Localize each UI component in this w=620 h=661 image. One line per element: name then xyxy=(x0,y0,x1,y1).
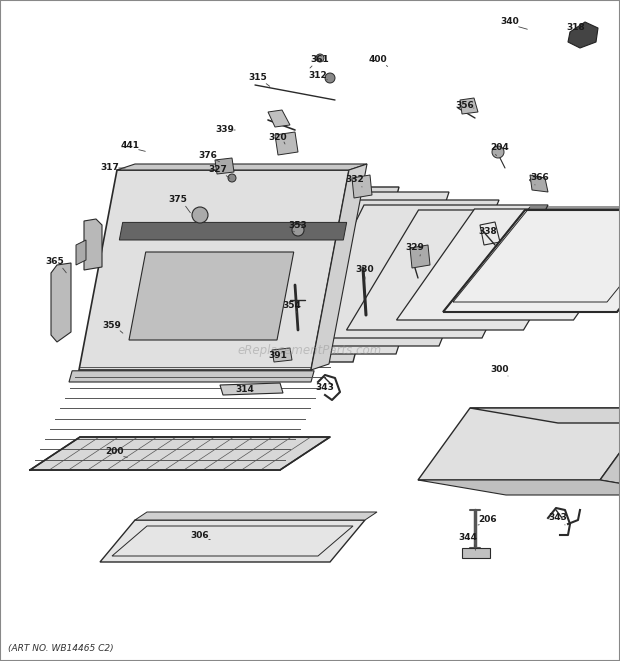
Text: 320: 320 xyxy=(268,134,287,143)
Text: 343: 343 xyxy=(316,383,334,393)
Polygon shape xyxy=(247,200,499,346)
Polygon shape xyxy=(268,110,290,127)
Text: 338: 338 xyxy=(479,227,497,237)
Text: 376: 376 xyxy=(198,151,218,159)
Polygon shape xyxy=(418,408,620,480)
Text: (ART NO. WB14465 C2): (ART NO. WB14465 C2) xyxy=(8,644,113,654)
Text: 340: 340 xyxy=(500,17,520,26)
Polygon shape xyxy=(272,348,292,362)
Polygon shape xyxy=(117,164,367,170)
Text: 361: 361 xyxy=(311,56,329,65)
Text: 318: 318 xyxy=(567,24,585,32)
Text: 317: 317 xyxy=(100,163,120,173)
Text: 332: 332 xyxy=(345,176,365,184)
Text: 314: 314 xyxy=(236,385,254,395)
Text: 344: 344 xyxy=(459,533,477,543)
Circle shape xyxy=(192,207,208,223)
Polygon shape xyxy=(215,158,234,174)
Polygon shape xyxy=(100,520,365,562)
Text: 204: 204 xyxy=(490,143,510,153)
Text: 353: 353 xyxy=(289,221,308,229)
Polygon shape xyxy=(410,245,430,268)
Polygon shape xyxy=(129,252,294,340)
Text: 391: 391 xyxy=(268,350,288,360)
Text: 400: 400 xyxy=(369,56,388,65)
Polygon shape xyxy=(194,192,449,354)
Text: 327: 327 xyxy=(208,165,228,175)
Polygon shape xyxy=(69,371,314,382)
Polygon shape xyxy=(418,480,620,495)
Polygon shape xyxy=(119,222,347,240)
Circle shape xyxy=(292,224,304,236)
Polygon shape xyxy=(600,408,620,495)
Circle shape xyxy=(228,174,236,182)
Polygon shape xyxy=(275,132,298,155)
Circle shape xyxy=(325,73,335,83)
Text: 359: 359 xyxy=(102,321,122,329)
Polygon shape xyxy=(462,548,490,558)
Polygon shape xyxy=(84,219,102,270)
Text: 365: 365 xyxy=(46,258,64,266)
Polygon shape xyxy=(460,98,478,114)
Polygon shape xyxy=(76,240,86,265)
Text: 354: 354 xyxy=(283,301,301,309)
Text: 441: 441 xyxy=(120,141,140,149)
Polygon shape xyxy=(347,210,595,330)
Text: 339: 339 xyxy=(216,126,234,134)
Circle shape xyxy=(492,146,504,158)
Polygon shape xyxy=(530,175,548,192)
Text: eReplacementParts.com: eReplacementParts.com xyxy=(238,344,382,357)
Text: 300: 300 xyxy=(491,366,509,375)
Text: 200: 200 xyxy=(106,447,124,457)
Polygon shape xyxy=(30,437,330,470)
Text: 306: 306 xyxy=(191,531,210,539)
Text: 343: 343 xyxy=(549,514,567,522)
Polygon shape xyxy=(298,205,548,338)
Circle shape xyxy=(316,54,324,62)
Polygon shape xyxy=(79,170,349,370)
Polygon shape xyxy=(397,209,620,320)
Polygon shape xyxy=(141,187,399,362)
Polygon shape xyxy=(311,164,367,370)
Polygon shape xyxy=(51,263,71,342)
Polygon shape xyxy=(220,383,283,395)
Polygon shape xyxy=(135,512,377,520)
Text: 206: 206 xyxy=(479,516,497,524)
Polygon shape xyxy=(470,408,620,423)
Text: 315: 315 xyxy=(249,73,267,83)
Text: 366: 366 xyxy=(531,173,549,182)
Text: 330: 330 xyxy=(356,266,374,274)
Polygon shape xyxy=(568,22,598,48)
Text: 375: 375 xyxy=(169,196,187,204)
Text: 356: 356 xyxy=(456,100,474,110)
Text: 312: 312 xyxy=(309,71,327,79)
Text: 329: 329 xyxy=(405,243,425,253)
Polygon shape xyxy=(443,210,620,312)
Polygon shape xyxy=(352,175,372,198)
